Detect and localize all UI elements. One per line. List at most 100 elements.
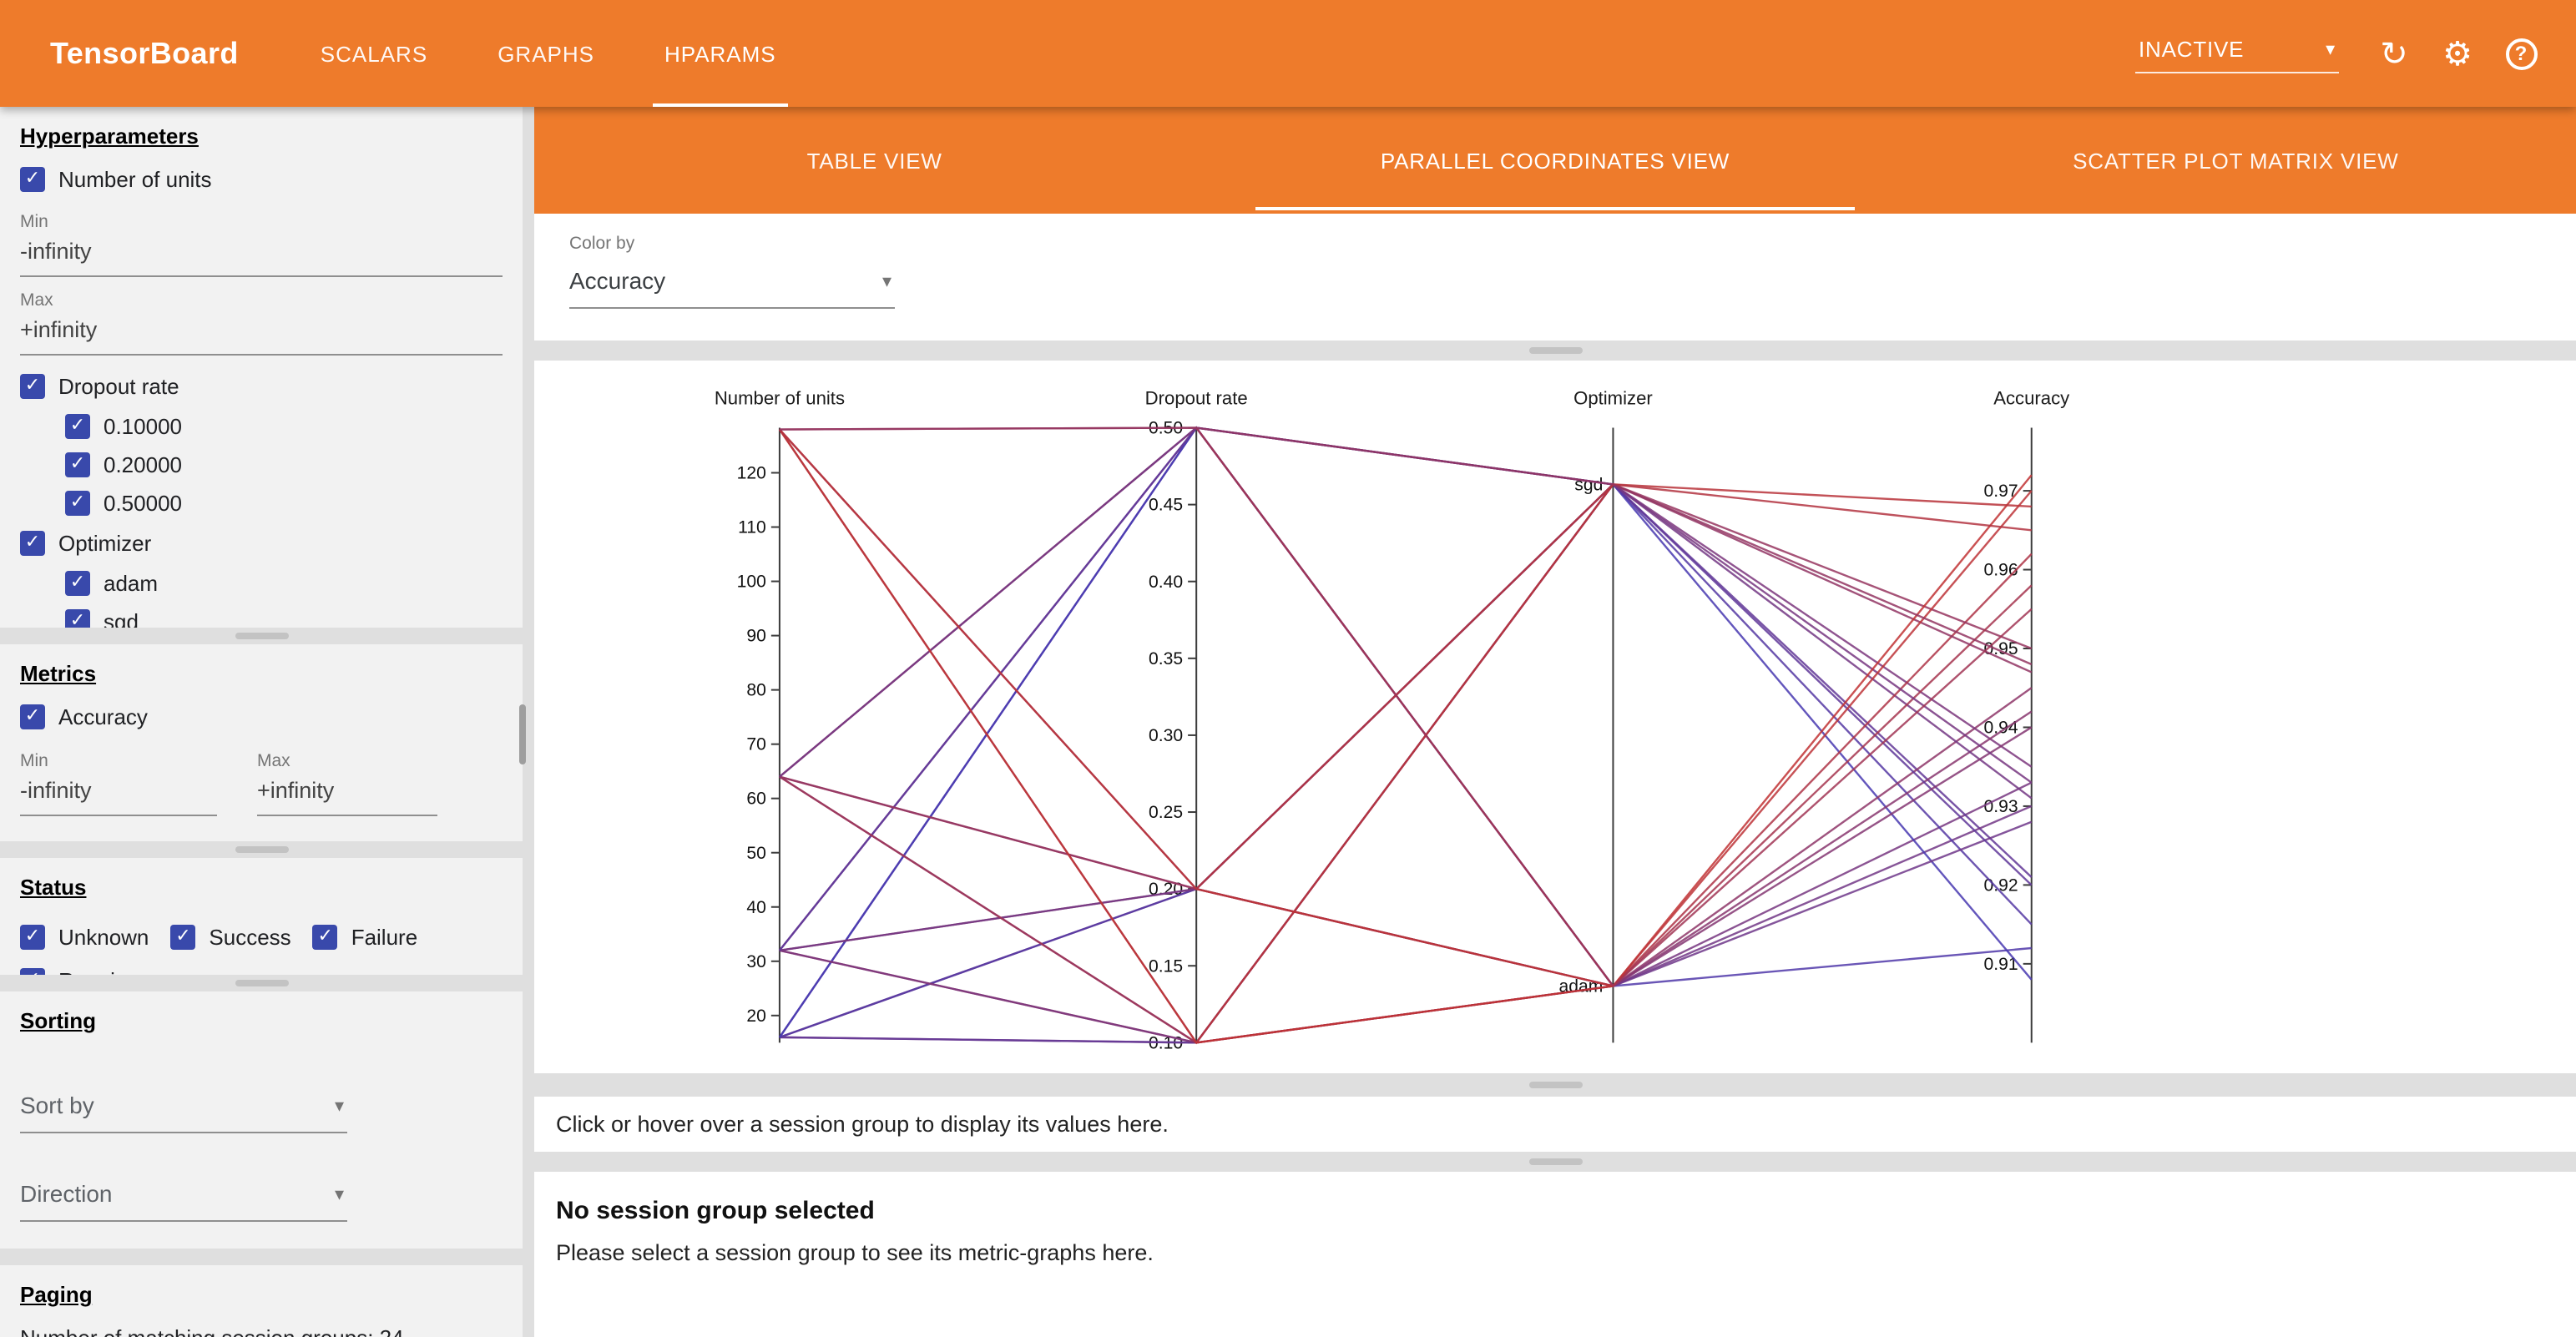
resize-handle[interactable] — [1528, 347, 1582, 354]
checkbox-status-success[interactable]: ✓ Success — [170, 916, 291, 956]
session-line[interactable] — [778, 426, 2033, 951]
checkbox-checked-icon: ✓ — [20, 373, 45, 398]
metric-max-input[interactable]: +infinity — [257, 776, 437, 816]
units-min-input[interactable]: -infinity — [20, 237, 503, 277]
axis-title-3: Accuracy — [1993, 387, 2070, 408]
session-line[interactable] — [779, 552, 2033, 1044]
checkbox-dropout-0.10000[interactable]: ✓ 0.10000 — [65, 407, 503, 444]
resize-handle[interactable] — [1528, 1081, 1582, 1088]
session-line[interactable] — [779, 426, 2033, 666]
axis-tick-label: 0.30 — [1149, 726, 1183, 745]
hyperparameters-heading: Hyperparameters — [20, 124, 199, 149]
session-line[interactable] — [778, 426, 2032, 1038]
axis-tick-label: 30 — [746, 952, 766, 971]
checkbox-optimizer-adam[interactable]: ✓ adam — [65, 564, 503, 601]
section-gap — [0, 1249, 523, 1265]
axis-tick-label: sgd — [1574, 475, 1603, 494]
checkbox-dropout-0.50000[interactable]: ✓ 0.50000 — [65, 484, 503, 521]
status-dropdown-value: INACTIVE — [2139, 37, 2245, 62]
session-line[interactable] — [779, 805, 2033, 1039]
resize-handle[interactable] — [235, 633, 288, 639]
checkbox-optimizer[interactable]: ✓ Optimizer — [20, 522, 503, 563]
chevron-down-icon: ▾ — [334, 1184, 344, 1204]
checkbox-status-failure-label: Failure — [351, 924, 418, 949]
checkbox-status-unknown[interactable]: ✓ Unknown — [20, 916, 149, 956]
paging-heading: Paging — [20, 1282, 93, 1307]
resize-handle[interactable] — [235, 980, 288, 986]
colorby-select[interactable]: Accuracy ▾ — [569, 260, 895, 309]
axis-tick-label: 110 — [738, 518, 766, 537]
metric-min-label: Min — [20, 751, 48, 771]
view-tab-parallel-coordinates-view[interactable]: PARALLEL COORDINATES VIEW — [1215, 107, 1895, 214]
checkbox-checked-icon: ✓ — [65, 608, 90, 628]
session-line[interactable] — [779, 482, 2033, 952]
no-selection-subtitle: Please select a session group to see its… — [556, 1239, 1154, 1265]
chevron-down-icon: ▾ — [881, 271, 891, 291]
section-gap — [0, 841, 523, 858]
units-min-field: Min -infinity — [20, 212, 503, 277]
view-tab-table-view[interactable]: TABLE VIEW — [806, 148, 942, 173]
session-line[interactable] — [778, 428, 2032, 1045]
checkbox-number-of-units-label: Number of units — [58, 166, 212, 191]
metric-min-input[interactable]: -infinity — [20, 776, 217, 816]
session-line[interactable] — [778, 428, 2033, 1044]
checkbox-checked-icon: ✓ — [65, 570, 90, 595]
units-max-input[interactable]: +infinity — [20, 315, 503, 356]
checkbox-dropout-0.20000[interactable]: ✓ 0.20000 — [65, 446, 503, 482]
gear-icon[interactable]: ⚙ — [2426, 22, 2489, 85]
axis-tick-label: 0.94 — [1984, 719, 2018, 738]
session-line[interactable] — [779, 584, 2033, 987]
axis-tick-label: 20 — [746, 1007, 766, 1026]
checkbox-checked-icon: ✓ — [20, 166, 45, 191]
sort-by-value: Sort by — [20, 1092, 94, 1118]
metric-max-label: Max — [257, 751, 290, 771]
session-hint-text: Click or hover over a session group to d… — [556, 1111, 1169, 1137]
session-line[interactable] — [779, 687, 2033, 1044]
app-title: TensorBoard — [50, 36, 239, 69]
checkbox-status-running[interactable]: ✓ Running — [20, 960, 139, 975]
checkbox-dropout-0.10000-label: 0.10000 — [104, 413, 182, 438]
session-line[interactable] — [779, 428, 2032, 890]
gear-glyph: ⚙ — [2442, 36, 2472, 73]
checkbox-number-of-units[interactable]: ✓ Number of units — [20, 159, 503, 199]
checkbox-dropout-rate[interactable]: ✓ Dropout rate — [20, 366, 503, 406]
checkbox-accuracy[interactable]: ✓ Accuracy — [20, 696, 503, 736]
header-tab-hparams[interactable]: HPARAMS — [629, 0, 811, 107]
checkbox-accuracy-label: Accuracy — [58, 704, 148, 729]
parallel-coordinates-chart[interactable]: Number of units 20 30 40 50 60 70 80 90 100 110 120… — [534, 361, 2576, 1073]
session-line[interactable] — [778, 426, 2033, 1038]
axis-tick-label: 0.96 — [1984, 561, 2018, 580]
metrics-section: Metrics ✓ Accuracy Min -infinity Max +in… — [0, 644, 523, 841]
help-icon[interactable]: ? — [2489, 22, 2553, 85]
direction-value: Direction — [20, 1180, 113, 1207]
checkbox-dropout-0.20000-label: 0.20000 — [104, 452, 182, 477]
direction-select[interactable]: Direction ▾ — [20, 1173, 347, 1222]
header-tab-scalars[interactable]: SCALARS — [320, 41, 428, 66]
resize-handle[interactable] — [235, 846, 288, 853]
checkbox-dropout-0.50000-label: 0.50000 — [104, 490, 182, 515]
checkbox-status-failure[interactable]: ✓ Failure — [312, 916, 418, 956]
resize-handle[interactable] — [1528, 1158, 1582, 1165]
status-dropdown[interactable]: INACTIVE ▾ — [2135, 33, 2339, 73]
metric-max-field: Max +infinity — [257, 751, 437, 816]
sidebar-resize-handle[interactable] — [519, 704, 526, 764]
sort-by-select[interactable]: Sort by ▾ — [20, 1085, 347, 1133]
colorby-label: Color by — [569, 234, 635, 254]
checkbox-optimizer-label: Optimizer — [58, 530, 152, 555]
status-section: Status ✓ Unknown ✓ Success ✓ Failure ✓ Running — [0, 858, 523, 975]
panel-gap — [534, 1152, 2576, 1172]
colorby-value: Accuracy — [569, 267, 666, 294]
view-tab-scatter-plot-matrix-view[interactable]: SCATTER PLOT MATRIX VIEW — [2073, 148, 2399, 173]
checkbox-checked-icon: ✓ — [20, 924, 45, 949]
axis-tick-label: 0.15 — [1149, 956, 1183, 976]
no-selection-panel: No session group selected Please select … — [534, 1171, 2576, 1337]
session-line[interactable] — [779, 426, 2033, 784]
view-tabs: TABLE VIEW PARALLEL COORDINATES VIEW SCATT… — [534, 107, 2576, 214]
session-line[interactable] — [779, 710, 2033, 987]
metrics-minmax-row: Min -infinity Max +infinity — [20, 738, 503, 816]
checkbox-optimizer-sgd[interactable]: ✓ sgd — [65, 603, 503, 628]
header-tab-graphs[interactable]: GRAPHS — [498, 41, 594, 66]
checkbox-checked-icon: ✓ — [20, 530, 45, 555]
refresh-icon[interactable]: ↻ — [2362, 22, 2426, 85]
